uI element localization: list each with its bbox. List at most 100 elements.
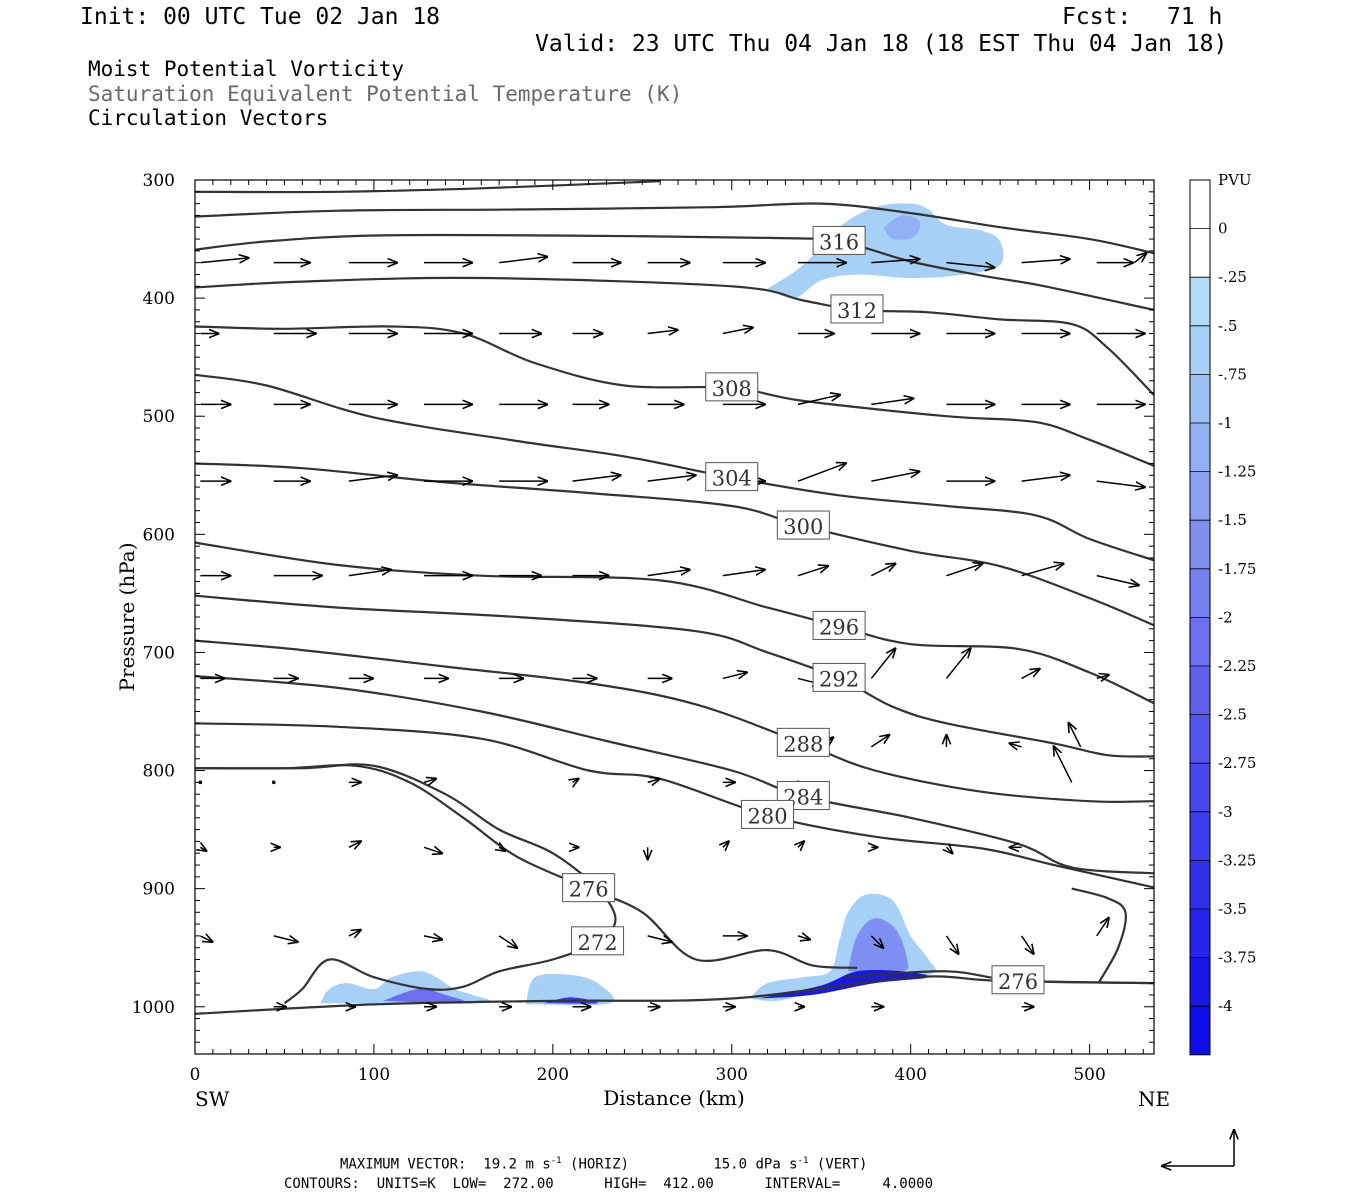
colorbar-title: PVU: [1218, 171, 1252, 189]
theta-contour: [195, 763, 617, 1005]
circulation-vector: [1021, 475, 1070, 482]
circulation-vector: [871, 259, 919, 263]
circulation-vector: [1021, 564, 1064, 577]
y-axis-title: Pressure (hPa): [115, 543, 139, 692]
circulation-vector: [870, 935, 883, 948]
theta-contour: [1071, 887, 1127, 984]
circulation-vector: [271, 780, 276, 785]
pv-region-upper-core: [883, 215, 921, 240]
theta-contour: [195, 180, 661, 194]
contour-label: 296: [819, 615, 859, 639]
theta-contour: [195, 594, 1154, 758]
vert-unit-exp: -1: [797, 1156, 809, 1166]
circulation-vector: [946, 847, 952, 853]
theta-contour: [195, 675, 1154, 875]
title-theta-es: Saturation Equivalent Potential Temperat…: [88, 82, 683, 106]
colorbar-label: 0: [1218, 220, 1228, 238]
reference-vector-icon: [1162, 1130, 1234, 1166]
circulation-vector: [499, 257, 547, 264]
contour-label: 300: [783, 515, 823, 539]
circulation-vector: [1021, 259, 1070, 263]
contour-label-box: [741, 799, 795, 829]
circulation-vector: [870, 564, 895, 577]
circulation-vector: [1096, 675, 1109, 679]
theta-contour: [195, 233, 1154, 311]
circulation-vector: [945, 648, 970, 679]
contours-info: CONTOURS: UNITS=K LOW= 272.00 HIGH= 412.…: [284, 1176, 934, 1192]
contour-label-box: [812, 662, 866, 692]
contour-label-box: [571, 926, 625, 956]
pv-region-low-left-dark: [382, 988, 467, 1004]
circulation-vector: [871, 398, 913, 406]
circulation-vector: [797, 395, 840, 406]
axes: 300 400 500 600 700 800 900 1000 0 100 200 300 400 50…: [132, 171, 1154, 1085]
contour-label-box: [705, 372, 759, 402]
colorbar-swatch: [1190, 277, 1210, 326]
circulation-vector: [871, 472, 919, 482]
theta-contour: [195, 722, 1154, 889]
max-vector-label: MAXIMUM VECTOR:: [340, 1156, 467, 1173]
colorbar-swatch: [1190, 909, 1210, 958]
colorbar-label: -1.25: [1218, 463, 1256, 481]
colorbar-label: -2.5: [1218, 706, 1247, 724]
circulation-vector: [572, 475, 621, 482]
circulation-vector: [1054, 746, 1073, 783]
colorbar-swatch: [1190, 714, 1210, 764]
x-axis-left-label: SW: [195, 1087, 230, 1111]
valid-time: Valid: 23 UTC Thu 04 Jan 18 (18 EST Thu …: [535, 31, 1228, 57]
colorbar-label: -2: [1218, 608, 1233, 626]
circulation-vector: [423, 936, 442, 940]
vert-max-value: 15.0 dPa s: [713, 1156, 798, 1173]
circulation-vector: [723, 841, 729, 847]
y-tick-label: 900: [143, 880, 175, 900]
circulation-vector: [647, 475, 696, 482]
y-tick-label: 500: [143, 407, 175, 427]
plot-frame: [194, 179, 1155, 1055]
horiz-label: (HORIZ): [570, 1156, 630, 1173]
colorbar-swatch: [1190, 568, 1210, 618]
theta-contour: [195, 541, 1154, 705]
pv-region-upper-light: [767, 203, 1004, 299]
circulation-vector: [1020, 935, 1034, 954]
theta-contour: [195, 373, 1154, 562]
colorbar-swatch: [1190, 374, 1210, 423]
contour-label: 276: [998, 970, 1038, 994]
circulation-vector: [1021, 669, 1040, 680]
x-tick-label: 500: [1073, 1065, 1105, 1085]
colorbar-label: -2.75: [1218, 754, 1256, 772]
contour-label: 276: [569, 878, 609, 902]
colorbar-label: -3.25: [1218, 851, 1256, 869]
colorbar-swatch: [1190, 325, 1210, 375]
horiz-max-value: 19.2 m s: [483, 1156, 551, 1173]
theta-contour: [195, 462, 1154, 627]
circulation-vector: [200, 847, 206, 851]
circulation-vector: [273, 936, 298, 942]
contour-label: 292: [819, 667, 859, 691]
colorbar-swatch: [1190, 811, 1210, 861]
colorbar-label: -2.25: [1218, 657, 1256, 675]
circulation-vector: [1010, 743, 1022, 747]
circulation-vector: [348, 570, 391, 577]
circulation-vector: [870, 648, 895, 679]
circulation-vector: [647, 570, 690, 577]
circulation-vector: [797, 936, 810, 940]
circulation-vector: [200, 258, 248, 263]
horiz-unit-exp: -1: [550, 1156, 562, 1166]
circulation-vector: [573, 779, 579, 783]
circulation-vector: [647, 779, 660, 783]
contour-label-box: [812, 225, 866, 255]
max-vector-line: MAXIMUM VECTOR: 19.2 m s-1 (HORIZ) 15.0 …: [340, 1156, 867, 1173]
contour-label-box: [830, 294, 884, 324]
theta-contour: [195, 325, 1154, 467]
colorbar-label: -3.75: [1218, 949, 1256, 967]
colorbar-label: -4: [1218, 997, 1233, 1015]
circulation-vector: [722, 328, 753, 335]
circulation-vector: [647, 936, 672, 942]
contour-label: 308: [712, 377, 752, 401]
contour-label-box: [991, 965, 1045, 995]
colorbar-swatch: [1189, 228, 1211, 278]
circulation-vector: [1096, 574, 1139, 586]
circulation-vector: [797, 463, 846, 482]
